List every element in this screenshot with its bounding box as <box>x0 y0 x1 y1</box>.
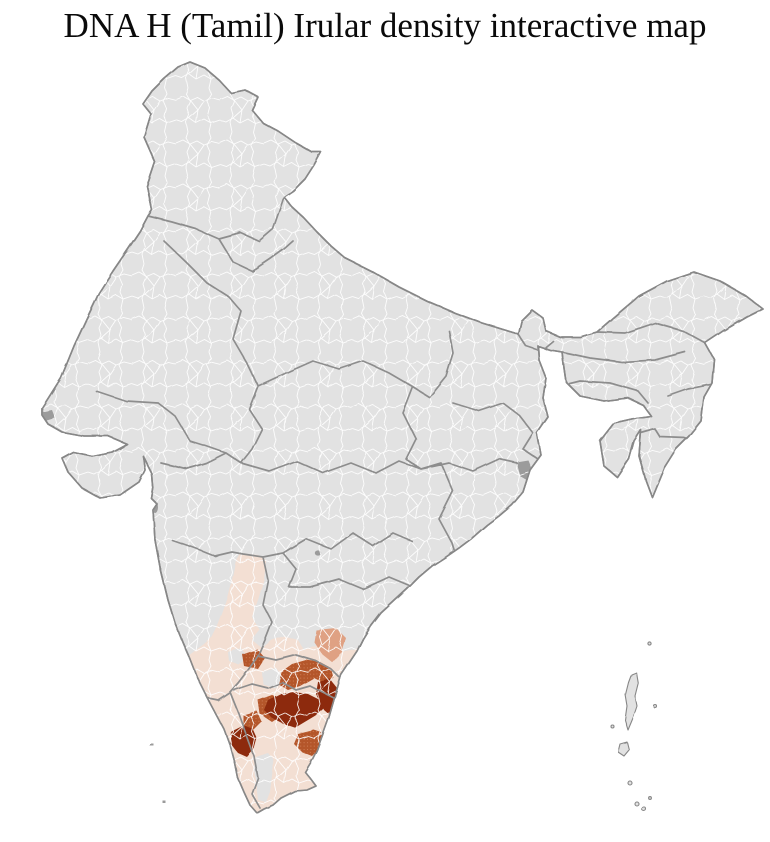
district-borders-texture <box>42 62 763 813</box>
state-borders <box>95 196 714 809</box>
page-title: DNA H (Tamil) Irular density interactive… <box>63 6 707 45</box>
india-outline <box>41 61 764 814</box>
andaman-nicobar-islands[interactable] <box>609 641 658 812</box>
lakshadweep-islands[interactable] <box>150 744 165 803</box>
